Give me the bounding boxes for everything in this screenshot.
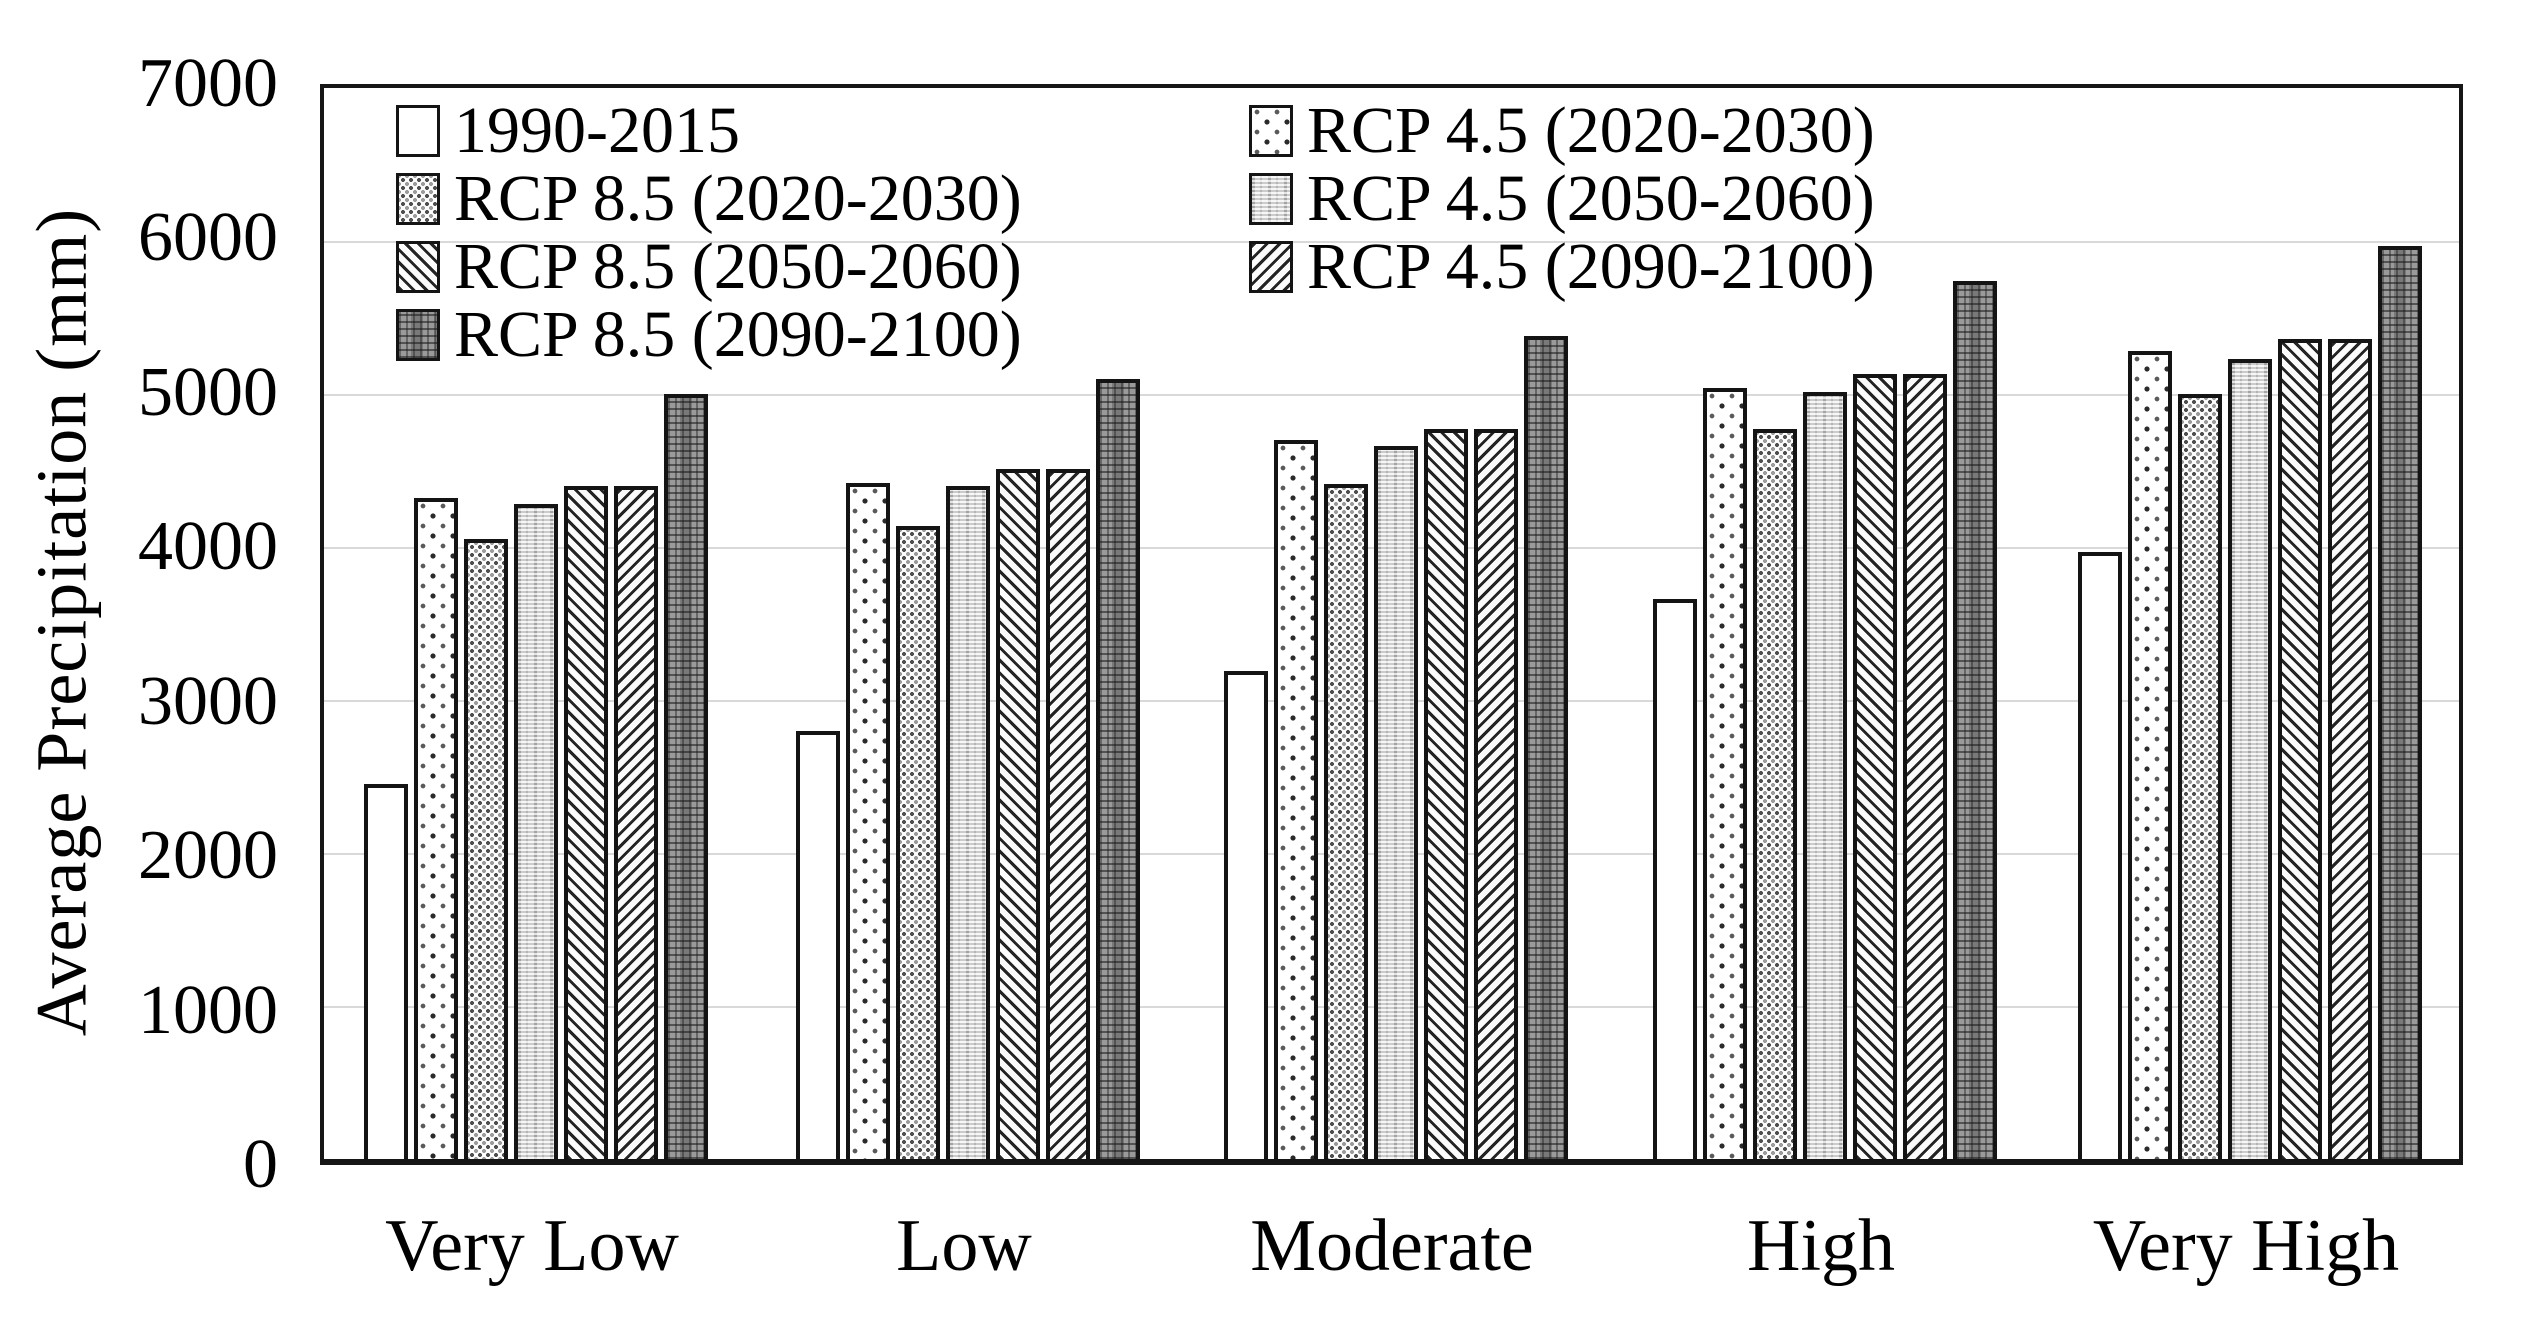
bar-moderate-rcp-8.5-2090-2100- xyxy=(1524,335,1568,1159)
bar-very-high-rcp-4.5-2050-2060- xyxy=(2228,358,2272,1159)
bar-group-high xyxy=(1653,88,1997,1159)
legend-swatch-fine-dots xyxy=(396,173,440,225)
legend-label: RCP 4.5 (2050-2060) xyxy=(1307,162,1875,235)
bar-low-rcp-4.5-2090-2100- xyxy=(1046,468,1090,1159)
legend-swatch-dark-plaid xyxy=(396,309,440,361)
bar-low-rcp-8.5-2020-2030- xyxy=(896,525,940,1159)
bar-moderate-rcp-8.5-2050-2060- xyxy=(1424,429,1468,1159)
legend-label: 1990-2015 xyxy=(454,94,740,167)
y-tick-label-4000: 4000 xyxy=(138,508,278,586)
bar-moderate-rcp-4.5-2090-2100- xyxy=(1474,429,1518,1159)
legend-swatch-diagonal-backward xyxy=(1249,241,1293,293)
bar-high-rcp-8.5-2050-2060- xyxy=(1853,374,1897,1159)
bar-very-low-rcp-8.5-2050-2060- xyxy=(564,485,608,1159)
bar-high-rcp-8.5-2090-2100- xyxy=(1953,280,1997,1159)
legend-label: RCP 4.5 (2090-2100) xyxy=(1307,230,1875,303)
bar-very-low-rcp-4.5-2090-2100- xyxy=(614,485,658,1159)
category-label-low: Low xyxy=(896,1205,1032,1287)
plot-area: 1990-2015 RCP 8.5 (2020-2030) RCP 8.5 (205… xyxy=(320,84,2463,1165)
bar-low-rcp-4.5-2020-2030- xyxy=(846,482,890,1159)
bar-low-rcp-4.5-2050-2060- xyxy=(946,485,990,1159)
bar-very-high-rcp-8.5-2020-2030- xyxy=(2178,394,2222,1159)
bar-high-rcp-4.5-2090-2100- xyxy=(1903,374,1947,1159)
legend-item-rcp-4.5-2050-2060-: RCP 4.5 (2050-2060) xyxy=(1249,165,1875,233)
bar-very-high-rcp-4.5-2090-2100- xyxy=(2328,338,2372,1159)
bar-group-low xyxy=(796,88,1140,1159)
gridline-5000 xyxy=(324,394,2459,396)
bar-very-low-1990-2015 xyxy=(364,784,408,1159)
bar-very-low-rcp-4.5-2050-2060- xyxy=(514,504,558,1159)
legend-item-rcp-4.5-2020-2030-: RCP 4.5 (2020-2030) xyxy=(1249,97,1875,165)
bar-high-rcp-4.5-2020-2030- xyxy=(1703,387,1747,1159)
legend-swatch-plain-white xyxy=(396,105,440,157)
bar-moderate-rcp-8.5-2020-2030- xyxy=(1324,484,1368,1159)
y-tick-label-2000: 2000 xyxy=(138,817,278,895)
bar-high-rcp-4.5-2050-2060- xyxy=(1803,392,1847,1159)
bar-low-rcp-8.5-2050-2060- xyxy=(996,468,1040,1159)
legend-label: RCP 4.5 (2020-2030) xyxy=(1307,94,1875,167)
category-label-high: High xyxy=(1747,1205,1895,1287)
category-label-moderate: Moderate xyxy=(1250,1205,1534,1287)
legend-label: RCP 8.5 (2050-2060) xyxy=(454,230,1022,303)
legend-label: RCP 8.5 (2020-2030) xyxy=(454,162,1022,235)
bar-group-very-low xyxy=(364,88,708,1159)
bar-moderate-rcp-4.5-2020-2030- xyxy=(1274,439,1318,1159)
bar-very-low-rcp-8.5-2020-2030- xyxy=(464,539,508,1159)
y-axis-ticks: 0 1000 2000 3000 4000 5000 6000 7000 xyxy=(0,49,292,1200)
bar-high-1990-2015 xyxy=(1653,599,1697,1159)
bar-group-moderate xyxy=(1224,88,1568,1159)
legend-item-rcp-8.5-2050-2060-: RCP 8.5 (2050-2060) xyxy=(396,233,1022,301)
y-tick-label-5000: 5000 xyxy=(138,353,278,431)
bar-moderate-rcp-4.5-2050-2060- xyxy=(1374,446,1418,1159)
category-label-very-high: Very High xyxy=(2092,1205,2400,1287)
bar-moderate-1990-2015 xyxy=(1224,670,1268,1159)
category-label-very-low: Very Low xyxy=(385,1205,679,1287)
x-axis-labels: Very Low Low Moderate High Very High xyxy=(320,1196,2463,1306)
y-tick-label-3000: 3000 xyxy=(138,662,278,740)
legend-swatch-light-plaid xyxy=(1249,173,1293,225)
legend-swatch-sparse-dots xyxy=(1249,105,1293,157)
y-tick-label-7000: 7000 xyxy=(138,45,278,122)
legend-item-1990-2015: 1990-2015 xyxy=(396,97,740,165)
y-tick-label-6000: 6000 xyxy=(138,199,278,277)
bar-group-very-high xyxy=(2078,88,2422,1159)
legend-item-rcp-8.5-2090-2100-: RCP 8.5 (2090-2100) xyxy=(396,301,1022,369)
bar-very-low-rcp-4.5-2020-2030- xyxy=(414,498,458,1159)
bar-very-high-rcp-8.5-2090-2100- xyxy=(2378,245,2422,1159)
bar-very-high-rcp-8.5-2050-2060- xyxy=(2278,338,2322,1159)
bar-high-rcp-8.5-2020-2030- xyxy=(1753,429,1797,1159)
y-tick-label-1000: 1000 xyxy=(138,971,278,1049)
legend-swatch-diagonal-forward xyxy=(396,241,440,293)
bar-very-high-1990-2015 xyxy=(2078,551,2122,1159)
legend-label: RCP 8.5 (2090-2100) xyxy=(454,298,1022,371)
bar-low-rcp-8.5-2090-2100- xyxy=(1096,378,1140,1159)
legend-item-rcp-8.5-2020-2030-: RCP 8.5 (2020-2030) xyxy=(396,165,1022,233)
bar-very-low-rcp-8.5-2090-2100- xyxy=(664,394,708,1159)
y-tick-label-0: 0 xyxy=(243,1126,278,1203)
bar-very-high-rcp-4.5-2020-2030- xyxy=(2128,351,2172,1159)
gridline-6000 xyxy=(324,241,2459,243)
bar-low-1990-2015 xyxy=(796,730,840,1159)
legend-item-rcp-4.5-2090-2100-: RCP 4.5 (2090-2100) xyxy=(1249,233,1875,301)
